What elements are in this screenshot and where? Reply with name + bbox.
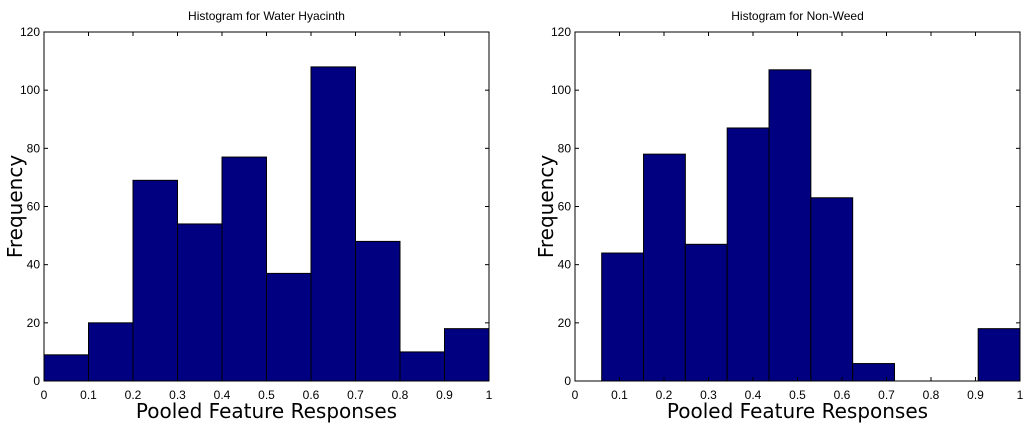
x-tick-label: 0.1 (80, 388, 97, 402)
histogram-bar (399, 351, 445, 382)
x-tick-label: 0.6 (834, 388, 851, 402)
bars (43, 66, 490, 382)
x-tick-label: 0.8 (923, 388, 940, 402)
histogram-bar (310, 66, 356, 382)
chart-title: Histogram for Non-Weed (731, 9, 864, 23)
x-tick-label: 0.8 (392, 388, 409, 402)
histogram-bar (643, 153, 686, 382)
histogram-bar (684, 243, 728, 382)
x-tick-label: 1 (486, 388, 493, 402)
y-tick-label: 100 (20, 83, 40, 97)
histogram-bar (768, 69, 812, 382)
y-axis-label: Frequency (3, 155, 27, 258)
bars (601, 69, 1021, 382)
histogram-bar (221, 156, 267, 382)
x-tick-label: 0.5 (789, 388, 806, 402)
histogram-bar (810, 197, 854, 382)
histogram-bar (88, 322, 134, 382)
histogram-bar (852, 363, 896, 382)
x-tick-label: 0.9 (967, 388, 984, 402)
histogram-bar (977, 328, 1021, 382)
histogram-non-weed: 0 0.1 0.2 0.3 0.4 0.5 0.6 0.7 0.8 0.9 1 0 20 40 60 80 10… (512, 0, 1024, 426)
x-axis-label: Pooled Feature Responses (136, 399, 397, 423)
y-tick-label: 40 (558, 258, 572, 272)
histogram-water-hyacinth: 0 0.1 0.2 0.3 0.4 0.5 0.6 0.7 0.8 0.9 1 0 20 40 60 80 10… (3, 9, 493, 423)
x-tick-label: 0.7 (878, 388, 895, 402)
x-tick-label: 0.9 (436, 388, 453, 402)
histogram-bar (444, 328, 490, 382)
x-tick-label: 0.2 (656, 388, 673, 402)
x-tick-label: 0.4 (214, 388, 231, 402)
y-tick-label: 80 (558, 141, 572, 155)
chart-title: Histogram for Water Hyacinth (188, 9, 345, 23)
x-tick-label: 1 (1017, 388, 1024, 402)
y-tick-label: 120 (551, 25, 571, 39)
chart-canvas-non-weed: 0 0.1 0.2 0.3 0.4 0.5 0.6 0.7 0.8 0.9 1 0 20 40 60 80 10… (534, 9, 1024, 423)
x-tick-label: 0.4 (745, 388, 762, 402)
y-tick-label: 80 (27, 141, 41, 155)
histogram-bar (601, 252, 645, 382)
histogram-bar (132, 179, 178, 382)
y-tick-label: 60 (558, 200, 572, 214)
y-tick-label: 60 (27, 200, 41, 214)
x-tick-label: 0.2 (125, 388, 142, 402)
histogram-bar (355, 240, 401, 382)
y-tick-label: 0 (33, 374, 40, 388)
x-tick-label: 0.3 (700, 388, 717, 402)
x-axis-label: Pooled Feature Responses (667, 399, 928, 423)
x-tick-label: 0.3 (169, 388, 186, 402)
y-tick-label: 0 (564, 374, 571, 388)
x-tick-label: 0 (41, 388, 48, 402)
histogram-bar (726, 127, 770, 382)
x-tick-label: 0.6 (303, 388, 320, 402)
histogram-bar (43, 354, 89, 382)
x-tick-label: 0 (572, 388, 579, 402)
chart-canvas-water-hyacinth: 0 0.1 0.2 0.3 0.4 0.5 0.6 0.7 0.8 0.9 1 0 20 40 60 80 10… (3, 9, 493, 423)
histogram-bar (266, 272, 312, 382)
y-tick-label: 100 (551, 83, 571, 97)
histogram-bar (177, 223, 223, 382)
y-tick-label: 120 (20, 25, 40, 39)
x-tick-label: 0.5 (258, 388, 275, 402)
x-tick-label: 0.1 (611, 388, 628, 402)
y-tick-label: 20 (27, 316, 41, 330)
y-axis-label: Frequency (534, 155, 558, 258)
y-tick-label: 40 (27, 258, 41, 272)
y-tick-label: 20 (558, 316, 572, 330)
x-tick-label: 0.7 (347, 388, 364, 402)
